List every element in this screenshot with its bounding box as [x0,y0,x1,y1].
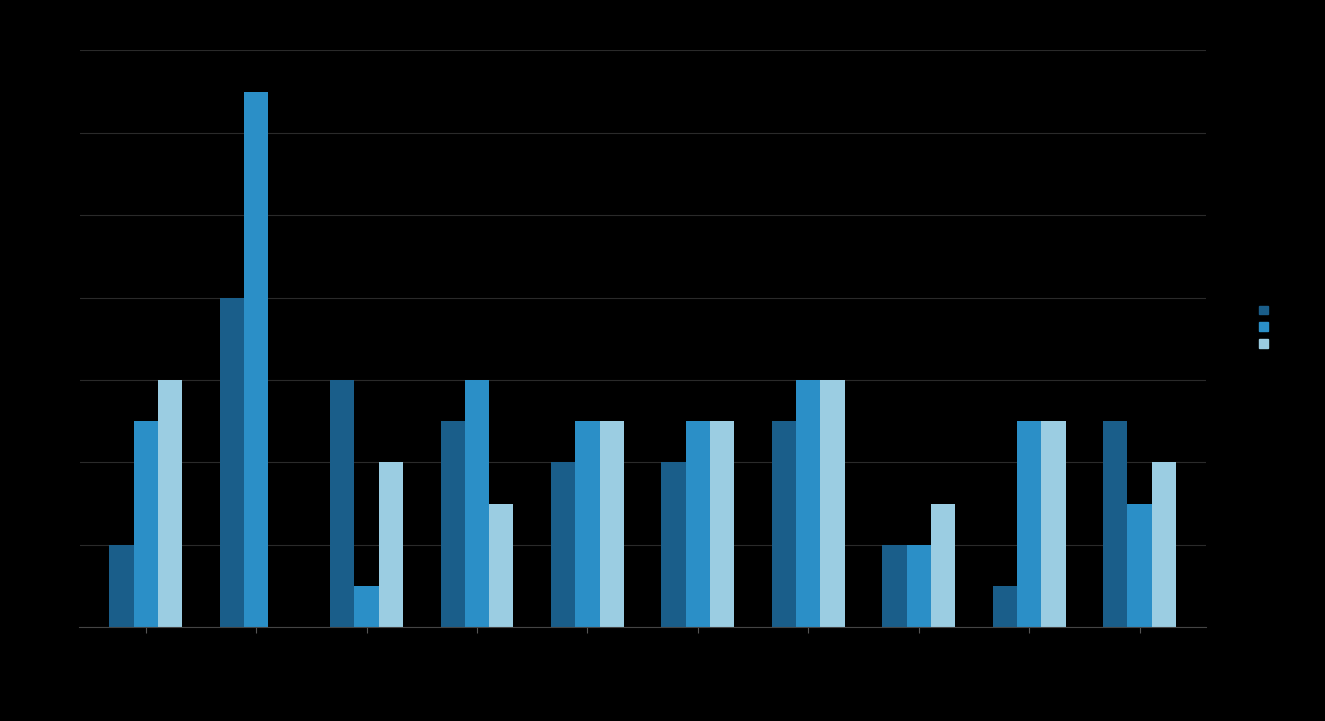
Bar [796,380,820,627]
Bar [599,421,624,627]
Bar [220,298,244,627]
Bar [244,92,269,627]
Bar [379,462,403,627]
Bar [551,462,575,627]
Bar [109,545,134,627]
Bar [882,545,906,627]
Bar [661,462,686,627]
Bar [992,586,1018,627]
Bar [772,421,796,627]
Bar [1018,421,1041,627]
Bar [906,545,930,627]
Bar [465,380,489,627]
Bar [355,586,379,627]
Bar [158,380,183,627]
Bar [1104,421,1128,627]
Bar [440,421,465,627]
Bar [134,421,158,627]
Bar [1128,504,1151,627]
Bar [710,421,734,627]
Bar [820,380,845,627]
Bar [931,504,955,627]
Bar [575,421,600,627]
Legend: , , : , , [1256,304,1273,351]
Bar [686,421,710,627]
Bar [1041,421,1065,627]
Bar [489,504,514,627]
Bar [330,380,355,627]
Bar [1151,462,1177,627]
